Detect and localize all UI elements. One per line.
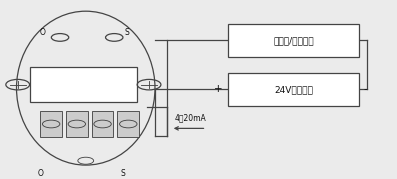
Bar — [228, 73, 359, 106]
Text: O: O — [37, 169, 43, 178]
Text: S: S — [125, 28, 130, 37]
Text: 4-20mA: 4-20mA — [39, 79, 66, 85]
Text: 4～20mA: 4～20mA — [175, 113, 206, 122]
Bar — [66, 111, 88, 137]
Bar — [92, 111, 114, 137]
Text: O: O — [39, 28, 45, 37]
Bar — [118, 111, 139, 137]
Bar — [40, 111, 62, 137]
Text: 读出: 读出 — [92, 85, 105, 95]
Text: +: + — [214, 84, 223, 95]
Text: -: - — [364, 84, 368, 95]
Text: 24V稳压电源: 24V稳压电源 — [274, 85, 313, 94]
Text: 电流表/二次仪表: 电流表/二次仪表 — [273, 36, 314, 45]
Text: + -: + - — [39, 95, 50, 101]
Bar — [228, 24, 359, 57]
Text: S: S — [121, 169, 126, 178]
Bar — [30, 67, 137, 102]
